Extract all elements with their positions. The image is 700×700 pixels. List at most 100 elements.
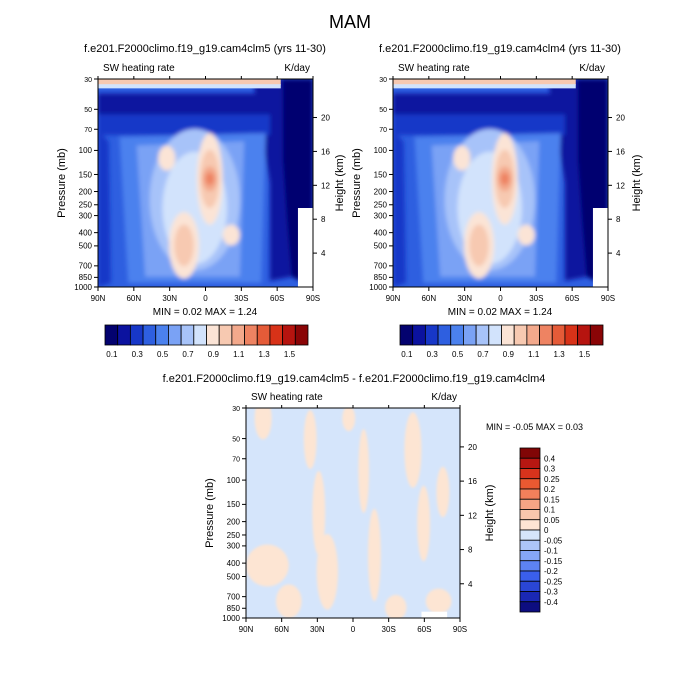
panel-2-variable-label: SW heating rate (398, 63, 470, 74)
y-tick-label: 500 (227, 572, 241, 581)
contour-level (517, 224, 535, 246)
colorbar-box (294, 324, 309, 346)
colorbar-label: 0.1 (401, 350, 413, 359)
contour-level (174, 224, 194, 267)
y-tick-label: 50 (232, 436, 240, 443)
colorbar-box (513, 324, 528, 346)
right-tick-label: 20 (616, 114, 625, 123)
contour-level (500, 172, 510, 186)
contour-field (246, 408, 460, 618)
colorbar-box (551, 324, 566, 346)
y-tick-label: 50 (379, 107, 387, 114)
right-tick-label: 4 (616, 249, 621, 258)
figure-title: MAM (329, 12, 371, 32)
colorbar-box (142, 324, 157, 346)
x-tick-label: 60N (421, 294, 436, 303)
colorbar-label: 0.1 (106, 350, 118, 359)
colorbar-label: 0.3 (427, 350, 439, 359)
colorbar-box (269, 324, 284, 346)
colorbar-box (206, 324, 220, 346)
contour-level (98, 114, 270, 136)
panel-1-variable-label: SW heating rate (103, 63, 175, 74)
colorbar-label: -0.2 (544, 567, 558, 576)
colorbar-label: -0.4 (544, 598, 558, 607)
x-tick-label: 90S (601, 294, 615, 303)
colorbar-box (519, 498, 541, 510)
panel-1-y-axis-label: Pressure (mb) (56, 148, 68, 218)
panel-3-minmax: MIN = -0.05 MAX = 0.03 (486, 422, 583, 432)
y-tick-label: 500 (79, 242, 93, 251)
x-tick-label: 90N (239, 625, 254, 634)
colorbar-box (412, 324, 426, 346)
contour-level (312, 471, 326, 555)
contour-level (393, 114, 565, 136)
colorbar-box (475, 324, 490, 346)
panel-2-colorbar: 0.1 0.3 0.5 0.7 0.9 1.1 1.3 1.5 (399, 324, 604, 359)
contour-level (246, 544, 289, 587)
colorbar-box (519, 509, 541, 521)
colorbar-label: 0.25 (544, 475, 560, 484)
y-tick-label: 100 (227, 476, 241, 485)
contour-level (417, 485, 431, 562)
colorbar-box (519, 447, 541, 459)
colorbar-label: -0.1 (544, 547, 558, 556)
x-tick-label: 90N (91, 294, 106, 303)
y-tick-label: 1000 (369, 283, 387, 292)
y-tick-label: 100 (79, 146, 93, 155)
y-tick-label: 30 (84, 77, 92, 84)
colorbar-box (519, 488, 541, 500)
colorbar-box (218, 324, 233, 346)
right-tick-label: 12 (616, 181, 625, 190)
contour-level (367, 508, 381, 602)
right-tick-label: 8 (321, 215, 326, 224)
colorbar-label: 1.1 (528, 350, 540, 359)
colorbar-label: 0.7 (182, 350, 194, 359)
y-tick-label: 200 (227, 517, 241, 526)
panel-2-minmax: MIN = 0.02 MAX = 1.24 (448, 307, 553, 318)
contour-level (205, 172, 215, 186)
x-tick-label: 60S (417, 625, 431, 634)
colorbar-box (501, 324, 515, 346)
contour-field (393, 79, 608, 287)
colorbar-box (193, 324, 207, 346)
x-tick-label: 60N (126, 294, 141, 303)
colorbar-label: 0.7 (477, 350, 489, 359)
y-tick-label: 850 (374, 273, 388, 282)
panel-3-colorbar: 0.40.30.250.20.150.10.050-0.05-0.1-0.15-… (519, 447, 563, 613)
right-tick-label: 16 (321, 147, 330, 156)
contour-level (385, 594, 407, 618)
colorbar-label: 1.5 (579, 350, 591, 359)
colorbar-box (168, 324, 182, 346)
colorbar-box (399, 324, 414, 346)
y-tick-label: 70 (379, 127, 387, 134)
colorbar-box (155, 324, 169, 346)
x-tick-label: 0 (498, 294, 503, 303)
right-tick-label: 20 (321, 114, 330, 123)
right-tick-label: 8 (468, 546, 473, 555)
colorbar-box (244, 324, 258, 346)
panel-3-title: f.e201.F2000climo.f19_g19.cam4clm5 - f.e… (163, 373, 546, 385)
x-tick-label: 30S (382, 625, 396, 634)
panel-3-y-axis-label: Pressure (mb) (204, 478, 216, 548)
panel-2-y-axis-label: Pressure (mb) (351, 148, 363, 218)
contour-level (98, 131, 111, 287)
y-tick-label: 100 (374, 146, 388, 155)
colorbar-label: 0.05 (544, 516, 560, 525)
colorbar-label: -0.05 (544, 536, 563, 545)
colorbar-box (129, 324, 144, 346)
contour-blur (393, 79, 608, 287)
panel-1-plot: 90N 60N 30N 0 30S 60S 90S 30 50 70 100 150 200 250300… (74, 76, 330, 303)
panel-2-title: f.e201.F2000climo.f19_g19.cam4clm4 (yrs … (379, 43, 621, 55)
contour-level (158, 145, 176, 171)
y-tick-label: 150 (227, 500, 241, 509)
colorbar-label: 0.3 (544, 465, 556, 474)
y-tick-label: 70 (84, 127, 92, 134)
y-tick-label: 1000 (222, 614, 240, 623)
colorbar-label: 0.5 (452, 350, 464, 359)
panel-3-right-axis-label: Height (km) (484, 485, 496, 542)
missing-data (421, 611, 448, 618)
panel-1: f.e201.F2000climo.f19_g19.cam4clm5 (yrs … (56, 43, 346, 359)
y-tick-label: 300 (79, 211, 93, 220)
colorbar-box (577, 324, 591, 346)
y-tick-label: 250 (374, 201, 388, 210)
